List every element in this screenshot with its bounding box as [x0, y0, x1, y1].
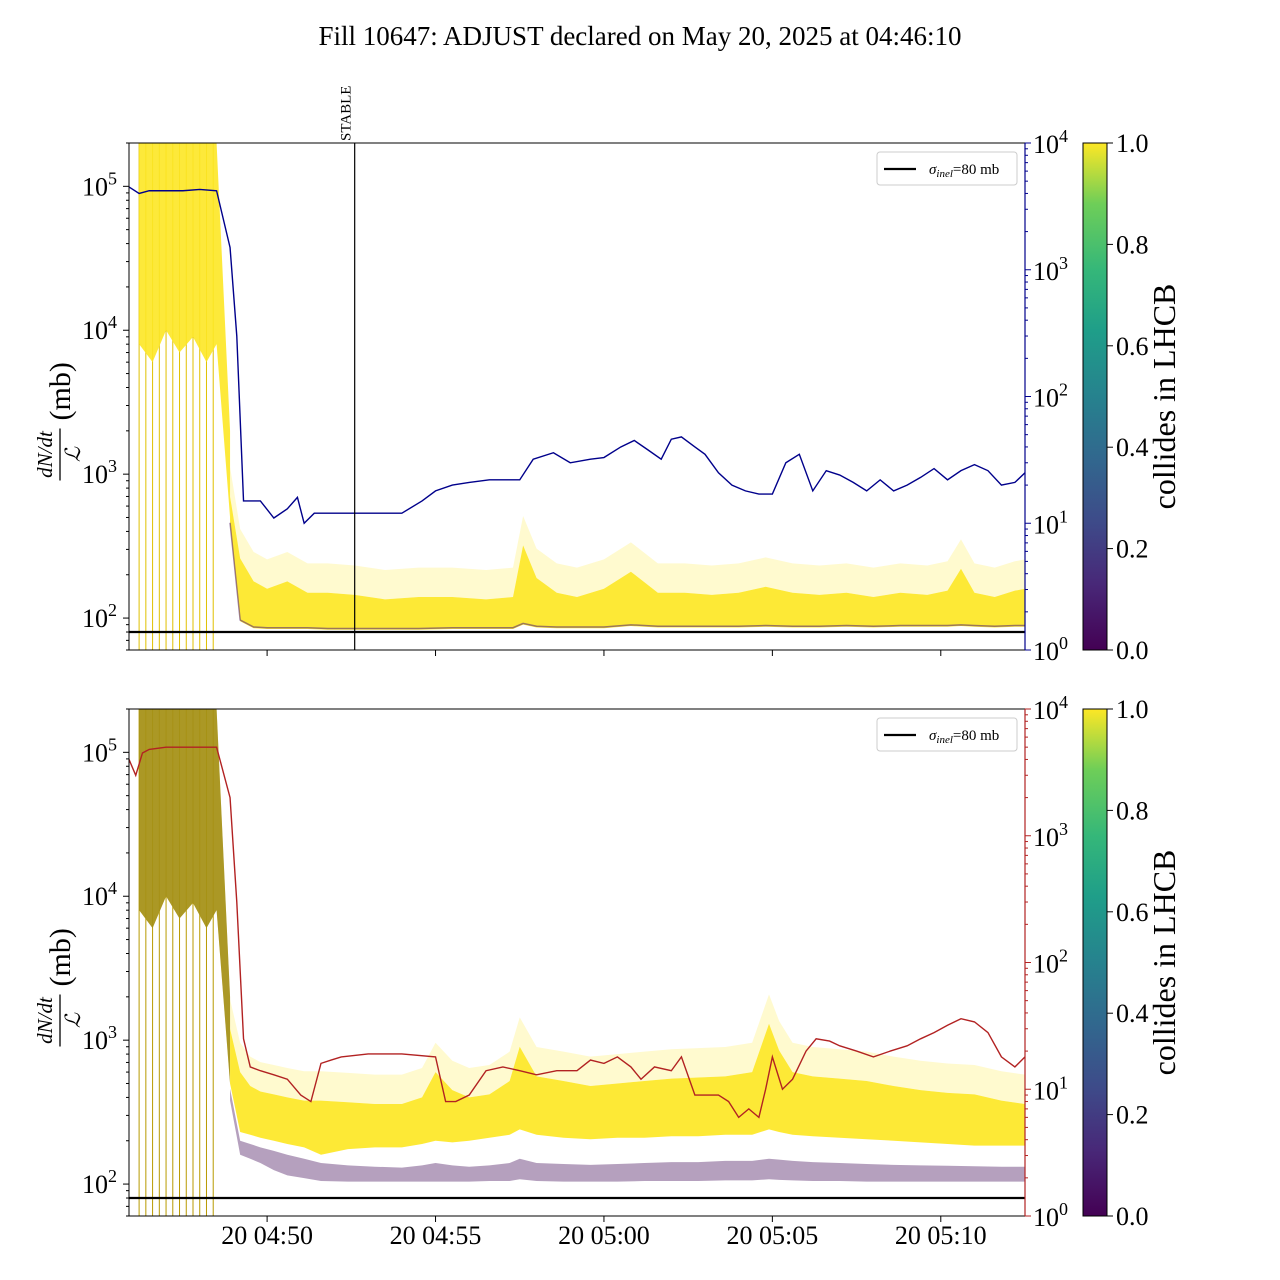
- colorbar: 0.0 0.2 0.4 0.6 0.8 1.0 collides in LHCB: [1082, 129, 1182, 665]
- bunch-band: [230, 496, 1025, 630]
- legend: σinel=80 mb: [876, 717, 1018, 752]
- colorbar-tick-label: 0.4: [1116, 433, 1149, 462]
- y-tick-label: 103: [82, 456, 117, 489]
- y2-tick-label: 103: [1033, 253, 1068, 286]
- legend-label: σinel=80 mb: [929, 728, 999, 746]
- colorbar-label: collides in LHCB: [1146, 850, 1182, 1076]
- y2-tick-label: 100: [1033, 1199, 1068, 1232]
- y-tick-label: 104: [82, 312, 117, 345]
- bunch-band-envelope: [230, 467, 1025, 600]
- y-label-unit: (mb): [44, 362, 77, 420]
- colorbar-tick-label: 0.8: [1116, 230, 1149, 259]
- colorbar-tick-label: 0.0: [1116, 636, 1149, 665]
- plot-area: [129, 709, 1025, 1216]
- colorbar-gradient: [1082, 142, 1108, 651]
- y-axis-label: dN/dt ℒ (mb): [33, 928, 85, 1047]
- colorbar-tick-label: 0.8: [1116, 796, 1149, 825]
- y2-tick-label: 101: [1033, 1072, 1068, 1105]
- legend-box: [876, 717, 1018, 752]
- colorbar-tick-label: 0.6: [1116, 332, 1149, 361]
- y-tick-label: 102: [82, 1166, 117, 1199]
- legend-label: σinel=80 mb: [929, 162, 999, 180]
- right-y-ticks: 100 101 102 103 104: [1025, 126, 1068, 666]
- x-tick-label: 20 04:55: [390, 1221, 482, 1250]
- y2-tick-label: 104: [1033, 126, 1068, 159]
- y-tick-label: 105: [82, 168, 117, 201]
- x-ticks: 20 04:50 20 04:55 20 05:00 20 05:05 20 05:10: [221, 1216, 987, 1250]
- colorbar-tick-label: 0.2: [1116, 1101, 1149, 1130]
- early-bunch-band: [139, 709, 231, 1084]
- top-panel: STABLE 102 103 104 105 100 101 102 103 104 dN/dt ℒ (…: [33, 86, 1182, 666]
- plot-area: [129, 143, 1025, 650]
- luminosity-line: [129, 746, 1025, 1119]
- bunch-band-envelope: [230, 994, 1025, 1105]
- colorbar-tick-label: 0.0: [1116, 1202, 1149, 1231]
- y2-tick-label: 103: [1033, 819, 1068, 852]
- y-label-unit: (mb): [44, 928, 77, 986]
- y-tick-label: 103: [82, 1022, 117, 1055]
- left-y-ticks: 102 103 104 105: [82, 708, 129, 1217]
- stable-label: STABLE: [339, 86, 355, 141]
- x-tick-label: 20 04:50: [221, 1221, 313, 1250]
- y-label-numerator: dN/dt: [33, 996, 57, 1044]
- colorbar-label: collides in LHCB: [1146, 284, 1182, 510]
- y2-tick-label: 100: [1033, 633, 1068, 666]
- legend-box: [876, 151, 1018, 186]
- y2-tick-label: 102: [1033, 946, 1068, 979]
- non-colliding-bunch-trace: [229, 522, 1025, 630]
- y-label-denominator: ℒ: [61, 446, 85, 462]
- figure-title: Fill 10647: ADJUST declared on May 20, 2…: [319, 21, 962, 51]
- x-tick-label: 20 05:05: [727, 1221, 819, 1250]
- colorbar-tick-label: 0.4: [1116, 999, 1149, 1028]
- right-y-ticks: 100 101 102 103 104: [1025, 692, 1068, 1232]
- y-axis-label: dN/dt ℒ (mb): [33, 362, 85, 481]
- y2-tick-label: 104: [1033, 692, 1068, 725]
- y-tick-label: 104: [82, 878, 117, 911]
- early-bunch-band-dark: [139, 709, 231, 1084]
- y-tick-label: 102: [82, 600, 117, 633]
- luminosity-line: [129, 186, 1025, 525]
- x-tick-label: 20 05:00: [558, 1221, 650, 1250]
- bunch-band: [230, 1023, 1025, 1155]
- colorbar: 0.0 0.2 0.4 0.6 0.8 1.0 collides in LHCB: [1082, 695, 1182, 1231]
- early-bunch-band: [139, 143, 231, 518]
- colorbar-gradient: [1082, 708, 1108, 1217]
- y2-tick-label: 101: [1033, 506, 1068, 539]
- y2-tick-label: 102: [1033, 380, 1068, 413]
- y-label-numerator: dN/dt: [33, 430, 57, 478]
- colorbar-tick-label: 0.6: [1116, 898, 1149, 927]
- colorbar-tick-label: 1.0: [1116, 695, 1149, 724]
- colorbar-tick-label: 0.2: [1116, 535, 1149, 564]
- legend: σinel=80 mb: [876, 151, 1018, 186]
- x-ticks: [266, 650, 942, 656]
- y-tick-label: 105: [82, 734, 117, 767]
- non-colliding-bunch-band: [230, 1088, 1025, 1182]
- y-label-denominator: ℒ: [61, 1012, 85, 1028]
- colorbar-tick-label: 1.0: [1116, 129, 1149, 158]
- left-y-ticks: 102 103 104 105: [82, 142, 129, 651]
- x-tick-label: 20 05:10: [895, 1221, 987, 1250]
